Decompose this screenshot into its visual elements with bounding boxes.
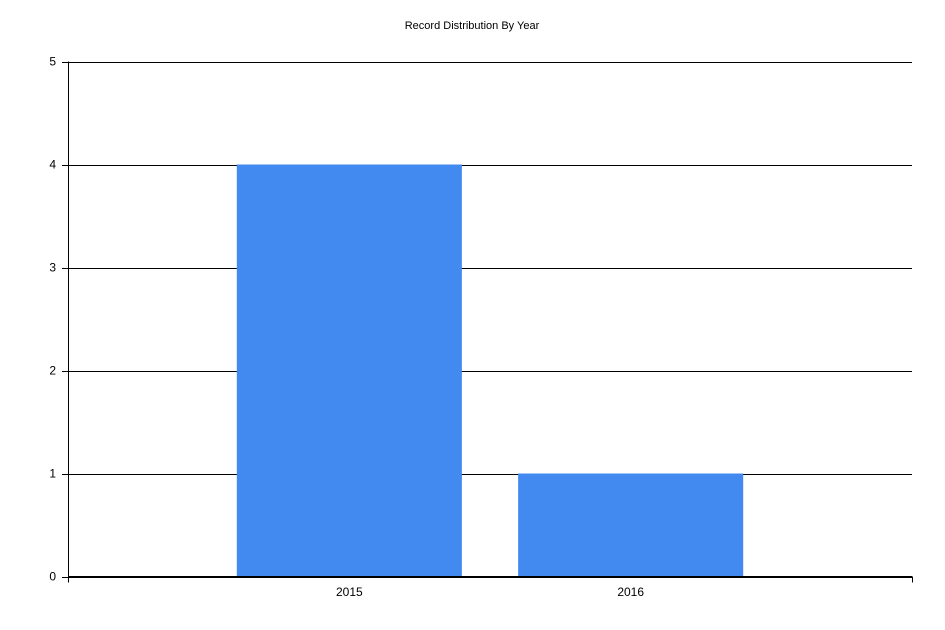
bar [236,164,462,577]
y-tick-label: 1 [49,467,56,481]
y-tick-label: 2 [49,364,56,378]
bar [518,473,744,577]
chart-title: Record Distribution By Year [405,20,540,32]
x-tick-label: 2016 [617,585,644,599]
x-tick-label: 2015 [336,585,363,599]
y-tick-label: 4 [49,158,56,172]
y-tick-label: 3 [49,261,56,275]
y-tick-label: 0 [49,570,56,584]
y-tick-label: 5 [49,55,56,69]
